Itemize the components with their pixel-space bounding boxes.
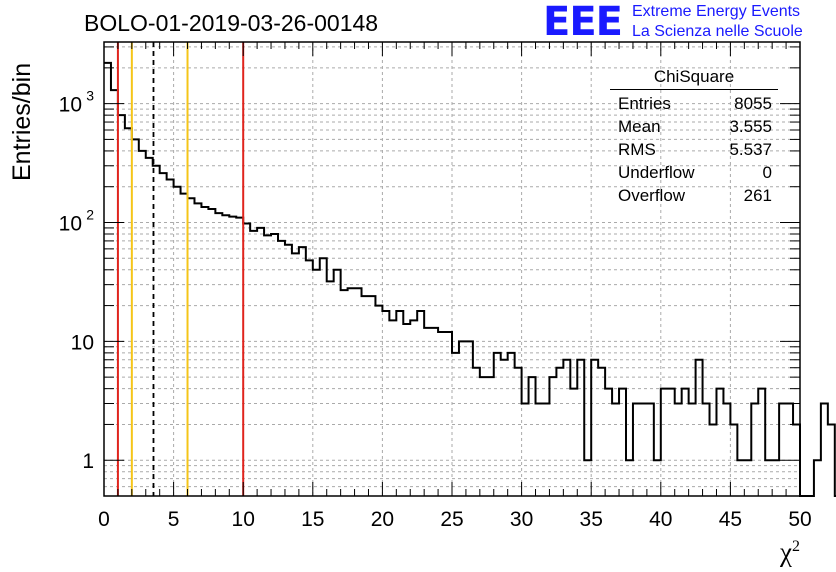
axis-ticks xyxy=(103,42,801,496)
y-tick-exponent: 3 xyxy=(86,88,94,104)
x-tick-label: 35 xyxy=(580,508,603,531)
stats-row: Underflow 0 xyxy=(610,161,778,184)
stats-row: Entries 8055 xyxy=(610,92,778,115)
stats-value: 5.537 xyxy=(729,140,772,159)
x-tick-label: 5 xyxy=(168,508,180,531)
y-tick-label: 10 xyxy=(59,94,82,117)
eee-logo: EEE Extreme Energy Events La Scienza nel… xyxy=(543,2,803,42)
stats-label: Entries xyxy=(618,94,671,113)
x-tick-label: 50 xyxy=(788,508,811,531)
stats-label: Overflow xyxy=(618,186,686,205)
logo-mark: EEE xyxy=(543,0,623,45)
stats-value: 0 xyxy=(762,163,772,182)
stats-row: Overflow 261 xyxy=(610,184,778,207)
y-tick-label: 10 xyxy=(59,212,82,235)
x-tick-label: 20 xyxy=(371,508,394,531)
stats-value: 3.555 xyxy=(729,117,772,136)
y-tick-exponent: 2 xyxy=(86,206,94,222)
x-tick-label: 25 xyxy=(440,508,463,531)
x-tick-label: 15 xyxy=(301,508,324,531)
stats-label: Mean xyxy=(618,117,661,136)
x-tick-label: 10 xyxy=(232,508,255,531)
x-tick-label: 30 xyxy=(510,508,533,531)
logo-line1: Extreme Energy Events xyxy=(631,3,801,20)
stats-row: Mean 3.555 xyxy=(610,115,778,138)
reference-lines xyxy=(116,42,245,496)
stats-label: Underflow xyxy=(618,163,695,182)
stats-title: ChiSquare xyxy=(610,67,778,90)
stats-box: ChiSquare Entries 8055 Mean 3.555 RMS 5.537… xyxy=(610,67,778,207)
stats-value: 261 xyxy=(743,186,772,205)
y-tick-label: 1 xyxy=(82,450,94,473)
stats-value: 8055 xyxy=(734,94,772,113)
y-tick-label: 10 xyxy=(71,331,94,354)
y-axis-label: Entries/bin xyxy=(8,62,36,181)
stats-row: RMS 5.537 xyxy=(610,138,778,161)
x-tick-label: 45 xyxy=(719,508,742,531)
chart-title: BOLO-01-2019-03-26-00148 xyxy=(84,10,379,36)
logo-line2: La Scienza nelle Scuole xyxy=(631,23,803,40)
logo-caption: Extreme Energy Events La Scienza nelle S… xyxy=(632,2,803,42)
x-tick-label: 40 xyxy=(649,508,672,531)
x-axis-label: χ2 xyxy=(780,537,800,567)
stats-label: RMS xyxy=(618,140,656,159)
x-tick-label: 0 xyxy=(98,508,110,531)
